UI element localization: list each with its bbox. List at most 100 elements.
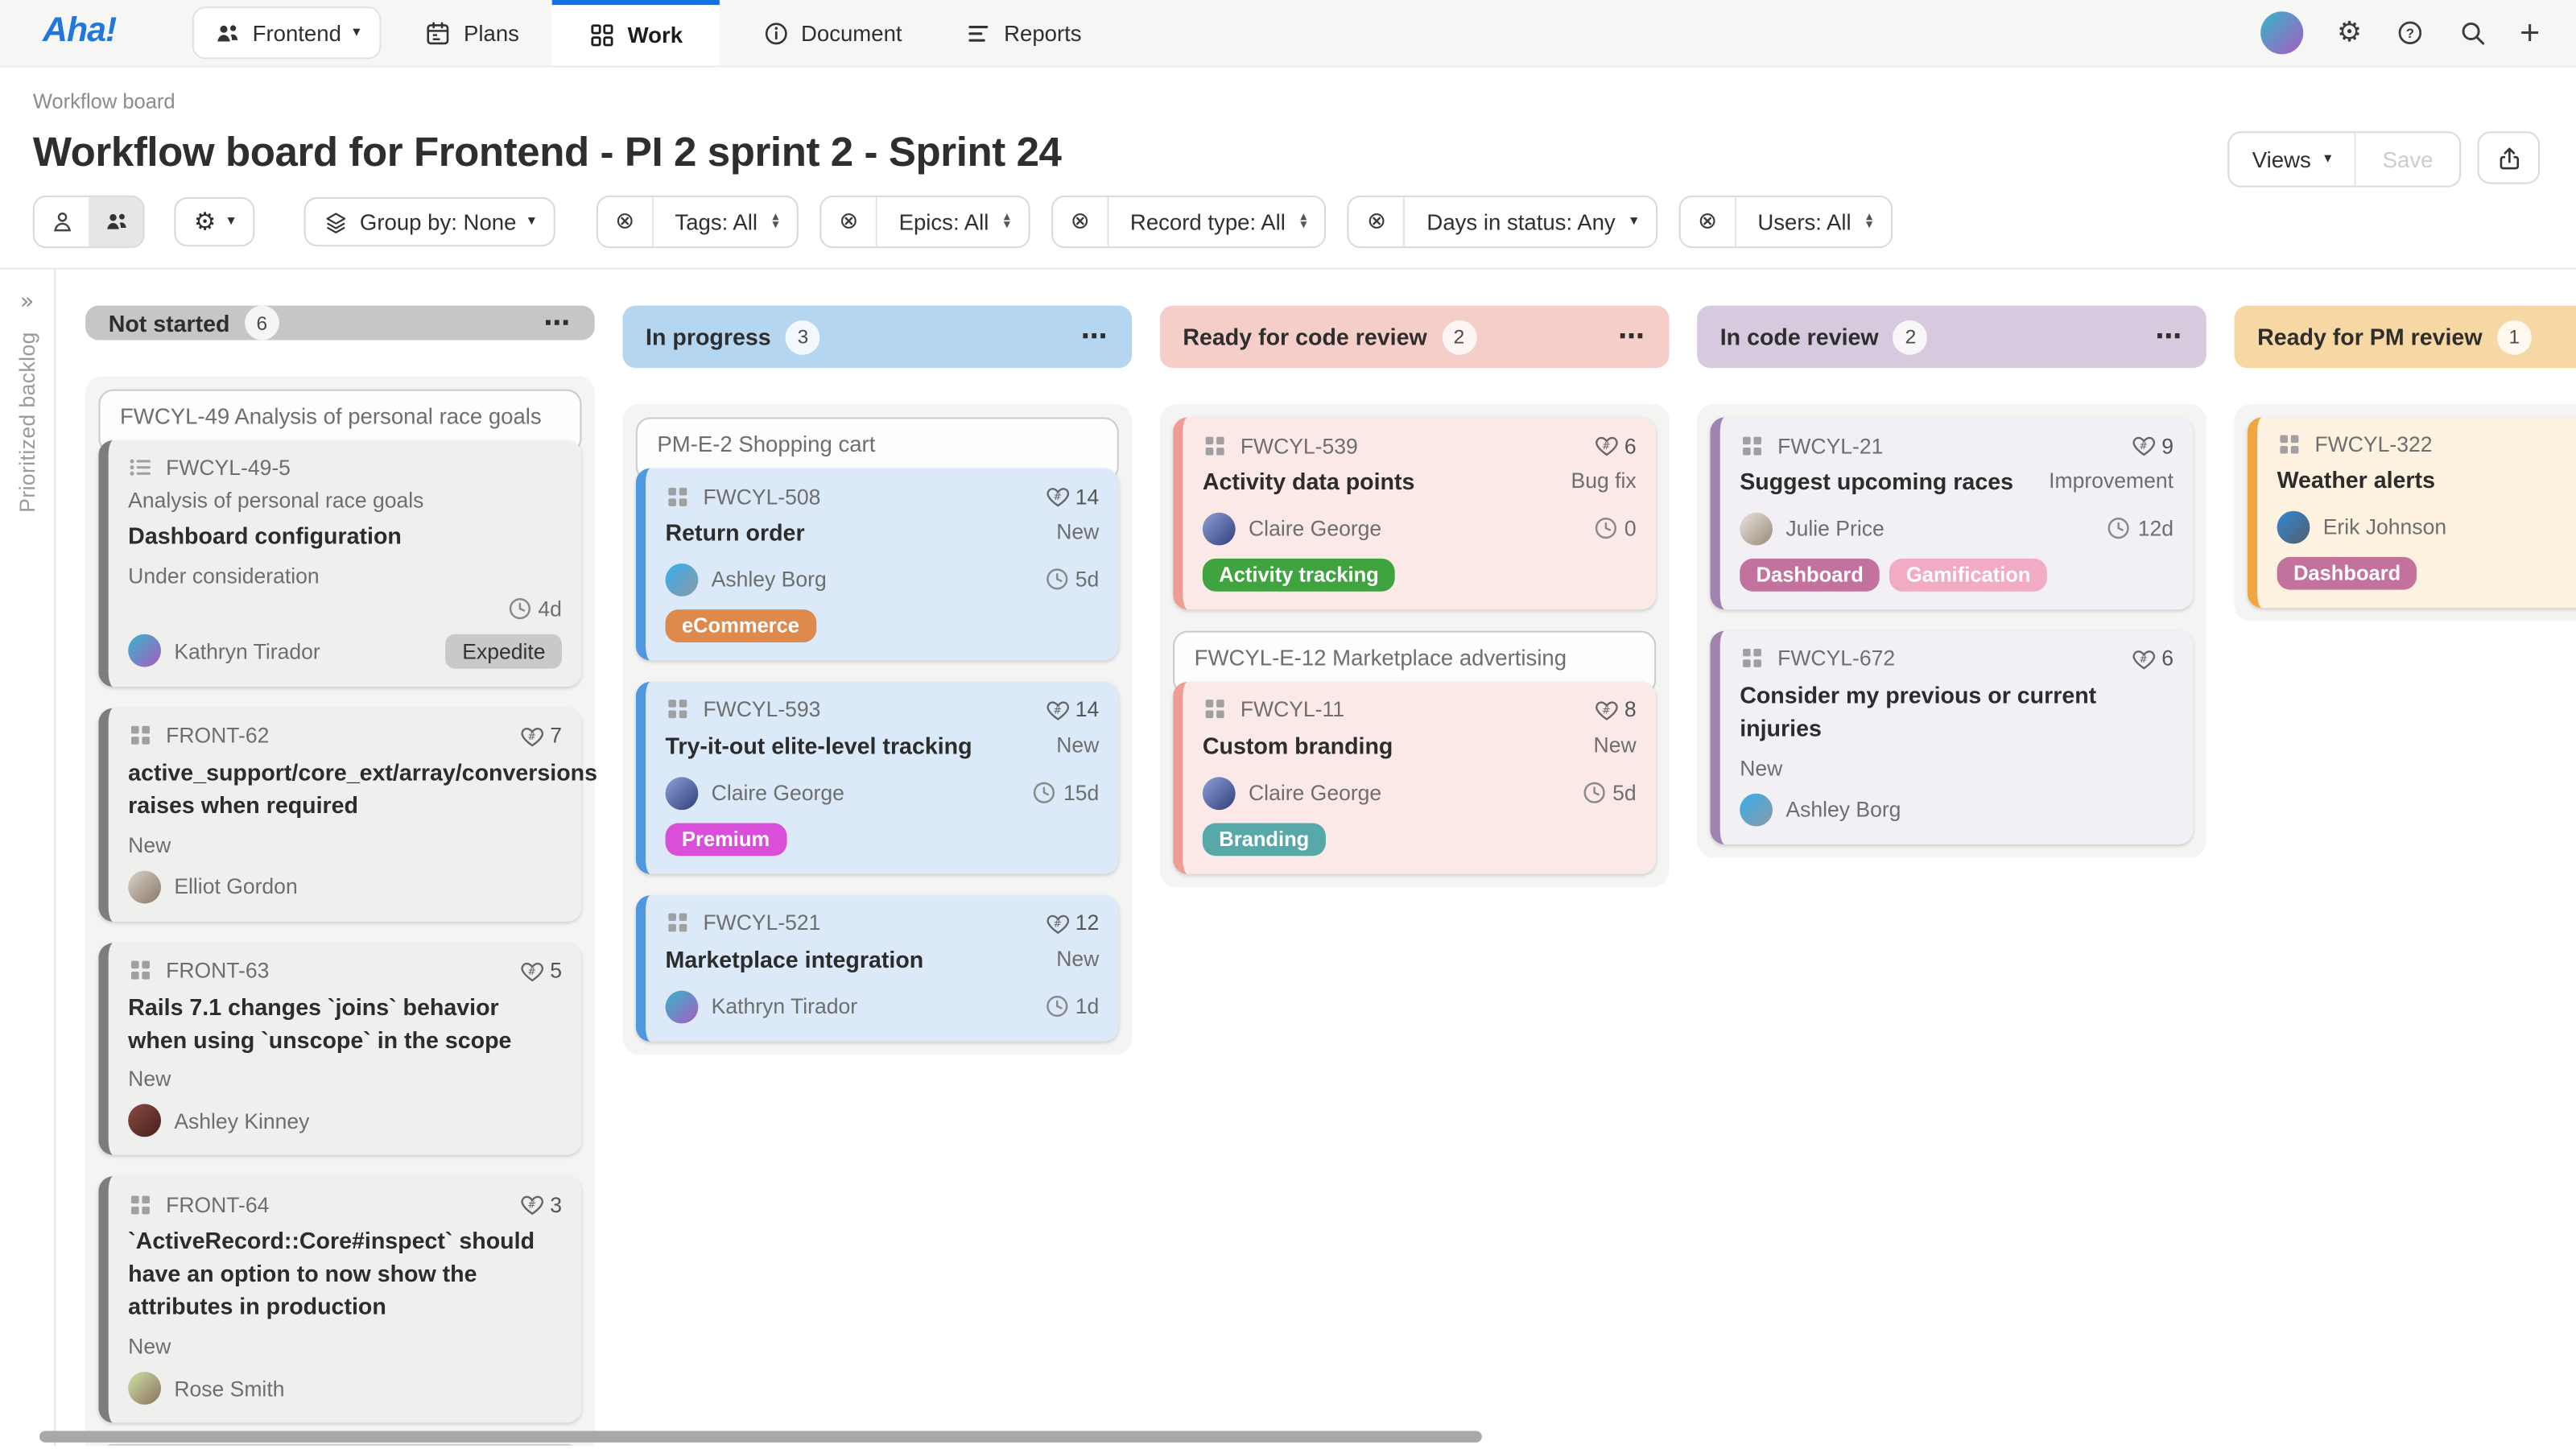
svg-text:?: ?: [2405, 26, 2413, 41]
board-card[interactable]: FWCYL-21 #9 Suggest upcoming races Improvem…: [1710, 417, 2194, 609]
epic-group-header[interactable]: FWCYL-595 Personalized ride suggestions: [98, 1443, 582, 1446]
user-avatar[interactable]: [2261, 11, 2305, 55]
board-card[interactable]: FWCYL-322 Weather alerts Erik Johnson Dashb…: [2247, 417, 2576, 608]
board-card[interactable]: FWCYL-593 #14 Try-it-out elite-level track…: [635, 681, 1119, 874]
group-by-button[interactable]: Group by: None ▾: [303, 196, 555, 247]
nav-item-document[interactable]: Document: [742, 19, 923, 47]
board-settings-button[interactable]: ⚙ ▾: [174, 196, 255, 247]
votes-count: #14: [1044, 483, 1099, 510]
filter-chip: ⊗ Tags: All ▴ ▾: [596, 195, 799, 249]
filter-clear-button[interactable]: ⊗: [821, 196, 878, 247]
card-id: FRONT-63: [166, 958, 270, 983]
breadcrumb[interactable]: Workflow board: [32, 90, 175, 114]
filter-clear-button[interactable]: ⊗: [1053, 196, 1109, 247]
drag-handle-icon[interactable]: [1740, 646, 1765, 671]
add-plus-icon[interactable]: +: [2520, 14, 2541, 52]
board-card[interactable]: FWCYL-11 #8 Custom branding New Claire Georg…: [1173, 681, 1657, 874]
chevron-down-icon: ▾: [1630, 213, 1638, 230]
card-title: Consider my previous or current injuries: [1740, 681, 2097, 741]
votes-count: #12: [1044, 910, 1099, 936]
clock-icon: [1044, 568, 1069, 592]
settings-gear-icon[interactable]: ⚙: [2337, 15, 2363, 49]
drag-handle-icon[interactable]: [1203, 697, 1228, 722]
card-title: Dashboard configuration: [128, 522, 402, 549]
nav-item-reports[interactable]: Reports: [945, 19, 1101, 47]
drag-handle-icon[interactable]: [2277, 432, 2302, 457]
drag-handle-icon[interactable]: [1740, 433, 1765, 458]
views-label: Views: [2252, 147, 2311, 172]
card-id: FWCYL-11: [1240, 697, 1345, 722]
filter-clear-button[interactable]: ⊗: [1349, 196, 1406, 247]
avatar: [1202, 512, 1236, 546]
column-name: Not started: [108, 309, 230, 336]
nav-label: Reports: [1004, 20, 1082, 46]
expand-sidebar-icon[interactable]: »: [19, 289, 35, 316]
search-icon[interactable]: [2458, 18, 2487, 47]
card-tags: Dashboard: [2277, 556, 2576, 590]
column-menu-button[interactable]: ⋯: [1068, 320, 1122, 353]
board-card[interactable]: FRONT-63 #5 Rails 7.1 changes `joins` beha…: [98, 942, 582, 1156]
drag-handle-icon[interactable]: [666, 697, 691, 722]
workspace-switcher[interactable]: Frontend ▾: [192, 6, 382, 60]
tag-badge: Dashboard: [2277, 556, 2417, 590]
column-menu-button[interactable]: ⋯: [1605, 320, 1659, 353]
board-card[interactable]: FWCYL-672 #6 Consider my previous or curre…: [1710, 630, 2194, 844]
card-status: New: [128, 1334, 171, 1359]
column-menu-button[interactable]: ⋯: [2142, 320, 2196, 353]
tag-badge: Gamification: [1889, 558, 2047, 592]
board-card[interactable]: FRONT-62 #7 active_support/core_ext/array/…: [98, 708, 597, 922]
all-users-toggle-selected[interactable]: [89, 196, 143, 247]
share-button[interactable]: [2477, 131, 2541, 184]
nav-label: Plans: [464, 20, 519, 46]
clock-icon: [1593, 517, 1618, 542]
filter-clear-button[interactable]: ⊗: [1680, 196, 1736, 247]
filter-chip-button[interactable]: Days in status: Any ▾: [1405, 196, 1656, 247]
card-epic-subtitle: Analysis of personal race goals: [128, 488, 424, 513]
help-icon[interactable]: ?: [2395, 18, 2425, 47]
column-menu-button[interactable]: ⋯: [530, 307, 584, 340]
filter-chip-button[interactable]: Tags: All ▴ ▾: [653, 196, 798, 247]
board-card[interactable]: FWCYL-539 #6 Activity data points Bug fix Cl…: [1173, 417, 1657, 609]
drag-handle-icon[interactable]: [666, 910, 691, 935]
requirement-icon[interactable]: [128, 455, 153, 480]
svg-text:#: #: [527, 964, 536, 976]
filter-chip-button[interactable]: Record type: All ▴ ▾: [1108, 196, 1325, 247]
drag-handle-icon[interactable]: [1203, 433, 1228, 458]
views-button[interactable]: Views ▾: [2229, 133, 2356, 186]
filter-chip-button[interactable]: Epics: All ▴ ▾: [877, 196, 1029, 247]
sidebar-label: Prioritized backlog: [14, 332, 39, 513]
board-card[interactable]: FWCYL-508 #14 Return order New Ashley Borg 5d…: [635, 468, 1119, 661]
filter-clear-button[interactable]: ⊗: [597, 196, 654, 247]
card-tags: Activity tracking: [1202, 558, 1637, 592]
drag-handle-icon[interactable]: [128, 958, 153, 983]
horizontal-scrollbar[interactable]: [39, 1430, 1482, 1443]
card-title: Suggest upcoming races: [1740, 468, 2013, 495]
votes-count: #14: [1044, 696, 1099, 723]
assignee-view-toggle: [32, 195, 145, 249]
days-in-status: 5d: [1044, 568, 1099, 592]
drag-handle-icon[interactable]: [128, 724, 153, 749]
save-button[interactable]: Save: [2355, 133, 2460, 186]
people-icon: [103, 208, 130, 235]
assignee-name: Ashley Kinney: [174, 1108, 310, 1133]
aha-logo[interactable]: Aha!: [43, 11, 117, 50]
board-card[interactable]: FWCYL-521 #12 Marketplace integration New Ka…: [635, 894, 1119, 1042]
board-column: In progress 3 ⋯ PM-E-2 Shopping cart FWCYL-5…: [622, 305, 1133, 1446]
column-count-badge: 2: [1442, 319, 1476, 354]
assignee-name: Claire George: [711, 780, 844, 806]
clock-icon: [1032, 781, 1057, 806]
card-title: `ActiveRecord::Core#inspect` should have…: [128, 1228, 535, 1320]
single-user-toggle[interactable]: [34, 196, 89, 247]
drag-handle-icon[interactable]: [666, 484, 691, 509]
avatar: [665, 989, 699, 1023]
filter-chip-button[interactable]: Users: All ▴ ▾: [1736, 196, 1891, 247]
nav-item-work-active[interactable]: Work: [551, 0, 719, 66]
record-type: New: [1056, 946, 1100, 971]
board-card[interactable]: FRONT-64 #3 `ActiveRecord::Core#inspect` s…: [98, 1176, 582, 1423]
nav-item-plans[interactable]: Plans: [405, 19, 539, 47]
drag-handle-icon[interactable]: [128, 1192, 153, 1217]
nav-label: Work: [627, 23, 683, 48]
board-card[interactable]: FWCYL-49-5 Analysis of personal race goal…: [98, 440, 582, 687]
svg-text:#: #: [527, 730, 536, 742]
